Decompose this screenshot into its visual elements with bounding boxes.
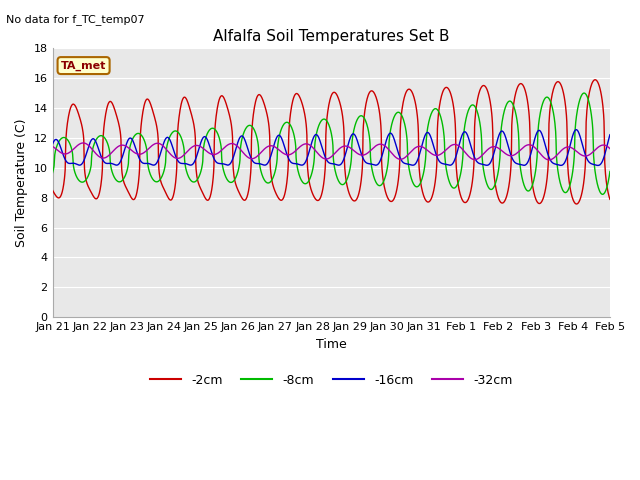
Text: TA_met: TA_met bbox=[61, 60, 106, 71]
Y-axis label: Soil Temperature (C): Soil Temperature (C) bbox=[15, 119, 28, 247]
X-axis label: Time: Time bbox=[316, 337, 347, 350]
Title: Alfalfa Soil Temperatures Set B: Alfalfa Soil Temperatures Set B bbox=[213, 29, 449, 44]
Legend: -2cm, -8cm, -16cm, -32cm: -2cm, -8cm, -16cm, -32cm bbox=[145, 369, 518, 392]
Text: No data for f_TC_temp07: No data for f_TC_temp07 bbox=[6, 14, 145, 25]
